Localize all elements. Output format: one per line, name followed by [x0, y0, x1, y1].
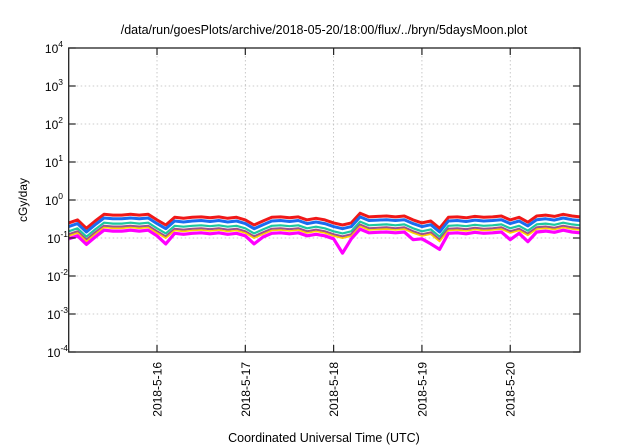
series-line-magenta	[68, 227, 581, 255]
y-tick-label: 100	[45, 191, 63, 208]
series-line-red	[68, 211, 581, 230]
y-tick-label: 10-1	[47, 229, 68, 246]
series-line-teal	[68, 220, 581, 238]
chart-title: /data/run/goesPlots/archive/2018-05-20/1…	[121, 23, 528, 37]
y-tick-label: 102	[45, 115, 63, 132]
y-tick-label: 104	[45, 39, 63, 56]
series-line-blue	[68, 215, 581, 234]
ticks: 104 103 102 101 100 10-1 10-2 10-3 10-4 2018-5-16…	[45, 39, 580, 417]
x-tick-label: 2018-5-18	[327, 362, 341, 417]
x-axis-label: Coordinated Universal Time (UTC)	[228, 431, 420, 445]
series-group	[68, 211, 581, 255]
x-tick-label: 2018-5-16	[151, 362, 165, 417]
y-tick-label: 103	[45, 77, 63, 94]
grid	[68, 48, 580, 352]
x-tick-label: 2018-5-19	[415, 362, 429, 417]
series-line-yellow	[68, 225, 581, 243]
series-line-purple	[68, 223, 581, 241]
x-tick-label: 2018-5-20	[504, 362, 518, 417]
x-tick-label: 2018-5-17	[239, 362, 253, 417]
y-tick-label: 10-4	[47, 343, 68, 360]
y-tick-label: 101	[45, 153, 63, 170]
y-tick-label: 10-2	[47, 267, 68, 284]
y-axis-label: cGy/day	[16, 178, 30, 222]
y-tick-label: 10-3	[47, 305, 68, 322]
